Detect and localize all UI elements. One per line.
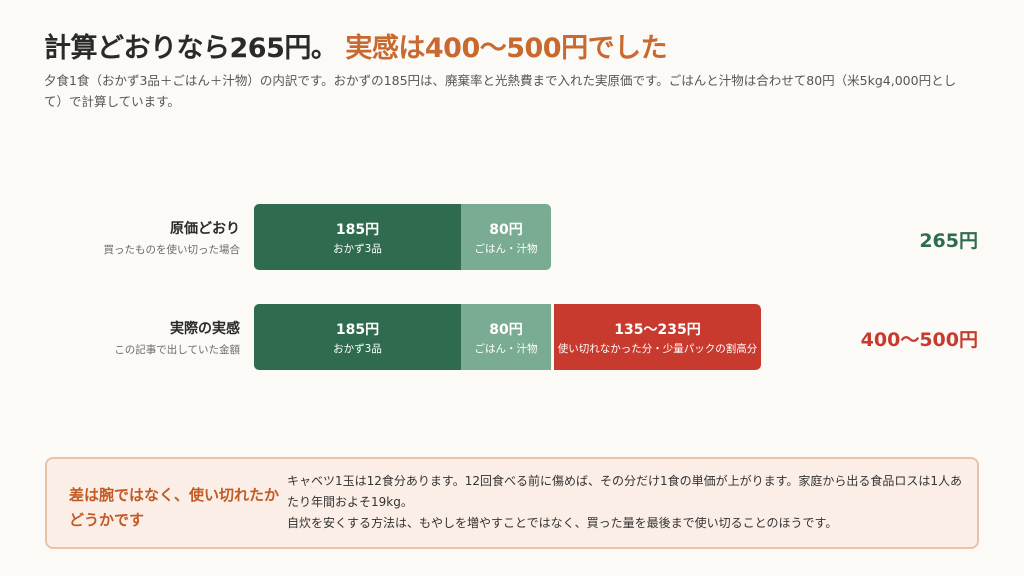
note-line: 自炊を安くする方法は、もやしを増やすことではなく、買った量を最後まで使い切ること… — [287, 516, 838, 530]
segment-name: ごはん・汁物 — [474, 342, 538, 355]
note-line: キャベツ1玉は12食分あります。12回食べる前に傷めば、その分だけ1食の単価が上… — [287, 474, 963, 509]
row-label-cost: 原価どおり 買ったものを使い切った場合 — [60, 218, 241, 257]
segment-value: 80円 — [489, 321, 523, 338]
page-subtitle: 夕食1食（おかず3品＋ごはん＋汁物）の内訳です。おかずの185円は、廃棄率と光熱… — [44, 73, 957, 109]
bar-segment-okazu: 185円 おかず3品 — [254, 204, 461, 270]
row-label-main: 原価どおり — [170, 221, 240, 237]
title-main: 計算どおりなら265円。 — [44, 33, 338, 64]
row-label-actual: 実際の実感 この記事で出していた金額 — [60, 318, 240, 357]
segment-name: 使い切れなかった分・少量パックの割高分 — [557, 342, 758, 355]
stacked-bar-cost: 185円 おかず3品 80円 ごはん・汁物 — [254, 204, 551, 270]
stacked-bar-actual: 185円 おかず3品 80円 ごはん・汁物 135〜235円 使い切れなかった分… — [254, 304, 761, 370]
segment-name: ごはん・汁物 — [474, 242, 538, 255]
page-title: 計算どおりなら265円。 実感は400〜500円でした — [44, 26, 668, 65]
note-body: キャベツ1玉は12食分あります。12回食べる前に傷めば、その分だけ1食の単価が上… — [287, 471, 967, 534]
segment-name: おかず3品 — [333, 342, 382, 355]
bar-segment-rice: 80円 ごはん・汁物 — [461, 304, 551, 370]
row-total-cost: 265円 — [919, 230, 978, 252]
title-accent: 実感は400〜500円でした — [345, 33, 668, 64]
note-heading: 差は腕ではなく、使い切れたかどうかです — [69, 486, 280, 529]
bar-segment-okazu: 185円 おかず3品 — [254, 304, 461, 370]
segment-value: 80円 — [489, 221, 523, 238]
row-label-sub: この記事で出していた金額 — [114, 344, 240, 356]
bar-segment-rice: 80円 ごはん・汁物 — [461, 204, 551, 270]
bar-segment-waste: 135〜235円 使い切れなかった分・少量パックの割高分 — [554, 304, 761, 370]
row-label-sub: 買ったものを使い切った場合 — [103, 244, 241, 256]
segment-value: 185円 — [335, 321, 380, 338]
segment-value: 135〜235円 — [614, 321, 701, 338]
row-label-main: 実際の実感 — [170, 321, 240, 337]
segment-value: 185円 — [335, 221, 380, 238]
row-total-actual: 400〜500円 — [860, 329, 978, 351]
segment-name: おかず3品 — [333, 242, 382, 255]
note-box: 差は腕ではなく、使い切れたかどうかです キャベツ1玉は12食分あります。12回食… — [45, 457, 979, 549]
